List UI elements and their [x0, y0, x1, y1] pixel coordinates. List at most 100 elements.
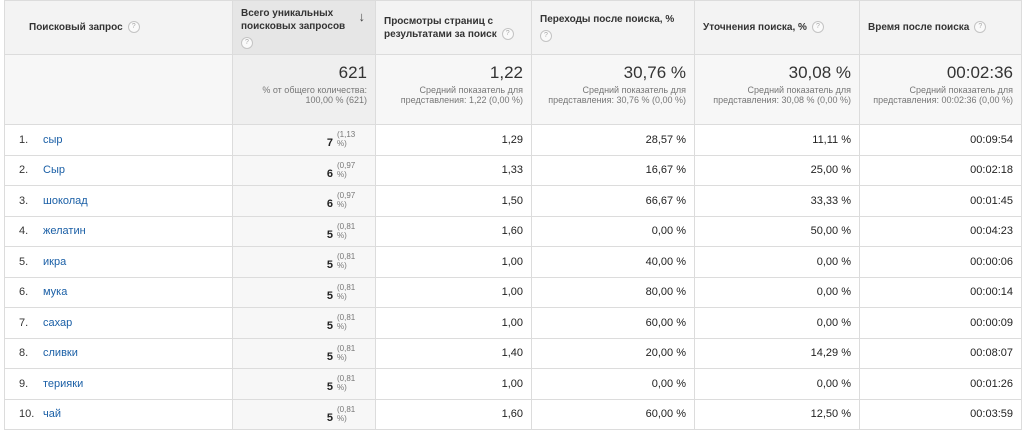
search-term-link[interactable]: сливки	[43, 347, 78, 360]
column-header-label: Уточнения поиска, %	[703, 22, 807, 33]
summary-sub-value: представления: 30,76 % (0,00 %)	[548, 95, 686, 105]
summary-cell-empty	[4, 54, 233, 125]
query-cell: 2. Сыр	[4, 154, 233, 186]
column-header-label: Переходы после поиска, %	[540, 14, 675, 25]
exits-cell: 0,00 %	[531, 215, 695, 247]
refinements-cell: 14,29 %	[694, 337, 860, 369]
help-icon[interactable]: ?	[974, 21, 987, 34]
unique-searches-cell: 6 (0,97 %)	[232, 185, 376, 217]
summary-row: 621 % от общего количества: 100,00 % (62…	[4, 54, 1022, 125]
search-term-link[interactable]: сахар	[43, 316, 73, 329]
unique-searches-value: 5	[326, 228, 333, 241]
query-cell: 5. икра	[4, 246, 233, 278]
summary-sub-value: представления: 1,22 (0,00 %)	[400, 95, 523, 105]
exits-cell: 20,00 %	[531, 337, 695, 369]
column-header-label: Просмотры страниц с результатами за поис…	[384, 15, 497, 40]
unique-searches-percent: (0,81 %)	[337, 252, 356, 271]
table-row: 7. сахар 5 (0,81 %) 1,00 60,00 % 0,00 % 00:00:0…	[4, 307, 1022, 339]
unique-searches-cell: 5 (0,81 %)	[232, 337, 376, 369]
search-term-link[interactable]: икра	[43, 255, 67, 268]
unique-searches-percent: (0,81 %)	[337, 374, 356, 393]
query-cell: 8. сливки	[4, 337, 233, 369]
column-header-label: Время после поиска	[868, 22, 970, 33]
help-icon[interactable]: ?	[127, 21, 140, 34]
help-icon[interactable]: ?	[241, 36, 253, 49]
column-header-unique-searches[interactable]: Всего уникальных поисковых запросов ? ↓	[232, 0, 376, 55]
summary-sub-label: Средний показатель для	[419, 85, 524, 95]
pageviews-cell: 1,60	[375, 215, 532, 247]
exits-cell: 40,00 %	[531, 246, 695, 278]
search-term-link[interactable]: мука	[43, 286, 68, 299]
row-index: 8.	[19, 347, 29, 360]
column-header-query[interactable]: Поисковый запрос?	[4, 0, 233, 55]
time-after-cell: 00:01:45	[859, 185, 1022, 217]
unique-searches-value: 5	[326, 259, 333, 272]
refinements-cell: 50,00 %	[694, 215, 860, 247]
unique-searches-cell: 5 (0,81 %)	[232, 276, 376, 308]
time-after-cell: 00:00:06	[859, 246, 1022, 278]
column-header-label: Всего уникальных поисковых запросов	[241, 7, 346, 32]
time-after-cell: 00:02:18	[859, 154, 1022, 186]
sort-descending-icon[interactable]: ↓	[358, 9, 366, 24]
help-icon[interactable]: ?	[540, 30, 552, 42]
column-header-time-after[interactable]: Время после поиска?	[859, 0, 1022, 55]
column-header-label: Поисковый запрос	[29, 22, 123, 33]
unique-searches-value: 5	[326, 320, 333, 333]
column-header-pageviews[interactable]: Просмотры страниц с результатами за поис…	[375, 0, 532, 55]
row-index: 10.	[19, 408, 35, 421]
time-after-cell: 00:03:59	[859, 398, 1022, 430]
pageviews-cell: 1,00	[375, 307, 532, 339]
unique-searches-percent: (0,81 %)	[337, 313, 356, 332]
unique-searches-percent: (0,97 %)	[337, 191, 356, 210]
search-term-link[interactable]: шоколад	[43, 194, 88, 207]
help-icon[interactable]: ?	[501, 27, 514, 40]
table-row: 4. желатин 5 (0,81 %) 1,60 0,00 % 50,00 % 00:04…	[4, 215, 1022, 247]
time-after-cell: 00:00:14	[859, 276, 1022, 308]
time-after-cell: 00:04:23	[859, 215, 1022, 247]
unique-searches-cell: 7 (1,13 %)	[232, 124, 376, 156]
summary-value: 30,08 %	[788, 63, 851, 82]
search-term-link[interactable]: Сыр	[43, 164, 65, 177]
summary-sub-label: Средний показатель для	[582, 85, 687, 95]
time-after-cell: 00:09:54	[859, 124, 1022, 156]
unique-searches-percent: (0,97 %)	[337, 160, 356, 179]
row-index: 5.	[19, 255, 29, 268]
search-term-link[interactable]: сыр	[43, 133, 63, 146]
table-row: 1. сыр 7 (1,13 %) 1,29 28,57 % 11,11 % 00:09:54	[4, 124, 1022, 156]
exits-cell: 60,00 %	[531, 398, 695, 430]
help-icon[interactable]: ?	[811, 21, 824, 34]
query-cell: 10. чай	[4, 398, 233, 430]
column-header-refinements[interactable]: Уточнения поиска, %?	[694, 0, 860, 55]
unique-searches-value: 5	[326, 289, 333, 302]
summary-value: 30,76 %	[623, 63, 686, 82]
unique-searches-value: 5	[326, 411, 333, 424]
summary-value: 621	[338, 63, 367, 82]
header-row: Поисковый запрос? Всего уникальных поиск…	[4, 0, 1022, 55]
pageviews-cell: 1,00	[375, 368, 532, 400]
query-cell: 4. желатин	[4, 215, 233, 247]
query-cell: 9. терияки	[4, 368, 233, 400]
search-term-link[interactable]: чай	[43, 408, 61, 421]
exits-cell: 28,57 %	[531, 124, 695, 156]
refinements-cell: 0,00 %	[694, 246, 860, 278]
row-index: 3.	[19, 194, 29, 207]
refinements-cell: 0,00 %	[694, 368, 860, 400]
search-term-link[interactable]: терияки	[43, 377, 84, 390]
table-row: 8. сливки 5 (0,81 %) 1,40 20,00 % 14,29 % 00:08…	[4, 337, 1022, 369]
search-term-link[interactable]: желатин	[43, 225, 86, 238]
unique-searches-value: 6	[326, 198, 333, 211]
summary-refinements: 30,08 % Средний показатель для представл…	[694, 54, 860, 125]
refinements-cell: 33,33 %	[694, 185, 860, 217]
row-index: 6.	[19, 286, 29, 299]
query-cell: 7. сахар	[4, 307, 233, 339]
exits-cell: 16,67 %	[531, 154, 695, 186]
query-cell: 1. сыр	[4, 124, 233, 156]
column-header-exits[interactable]: Переходы после поиска, % ?	[531, 0, 695, 55]
row-index: 7.	[19, 316, 29, 329]
refinements-cell: 12,50 %	[694, 398, 860, 430]
unique-searches-cell: 6 (0,97 %)	[232, 154, 376, 186]
refinements-cell: 0,00 %	[694, 307, 860, 339]
summary-time-after: 00:02:36 Средний показатель для представ…	[859, 54, 1022, 125]
summary-sub-value: представления: 00:02:36 (0,00 %)	[873, 95, 1013, 105]
summary-value: 00:02:36	[946, 63, 1013, 82]
